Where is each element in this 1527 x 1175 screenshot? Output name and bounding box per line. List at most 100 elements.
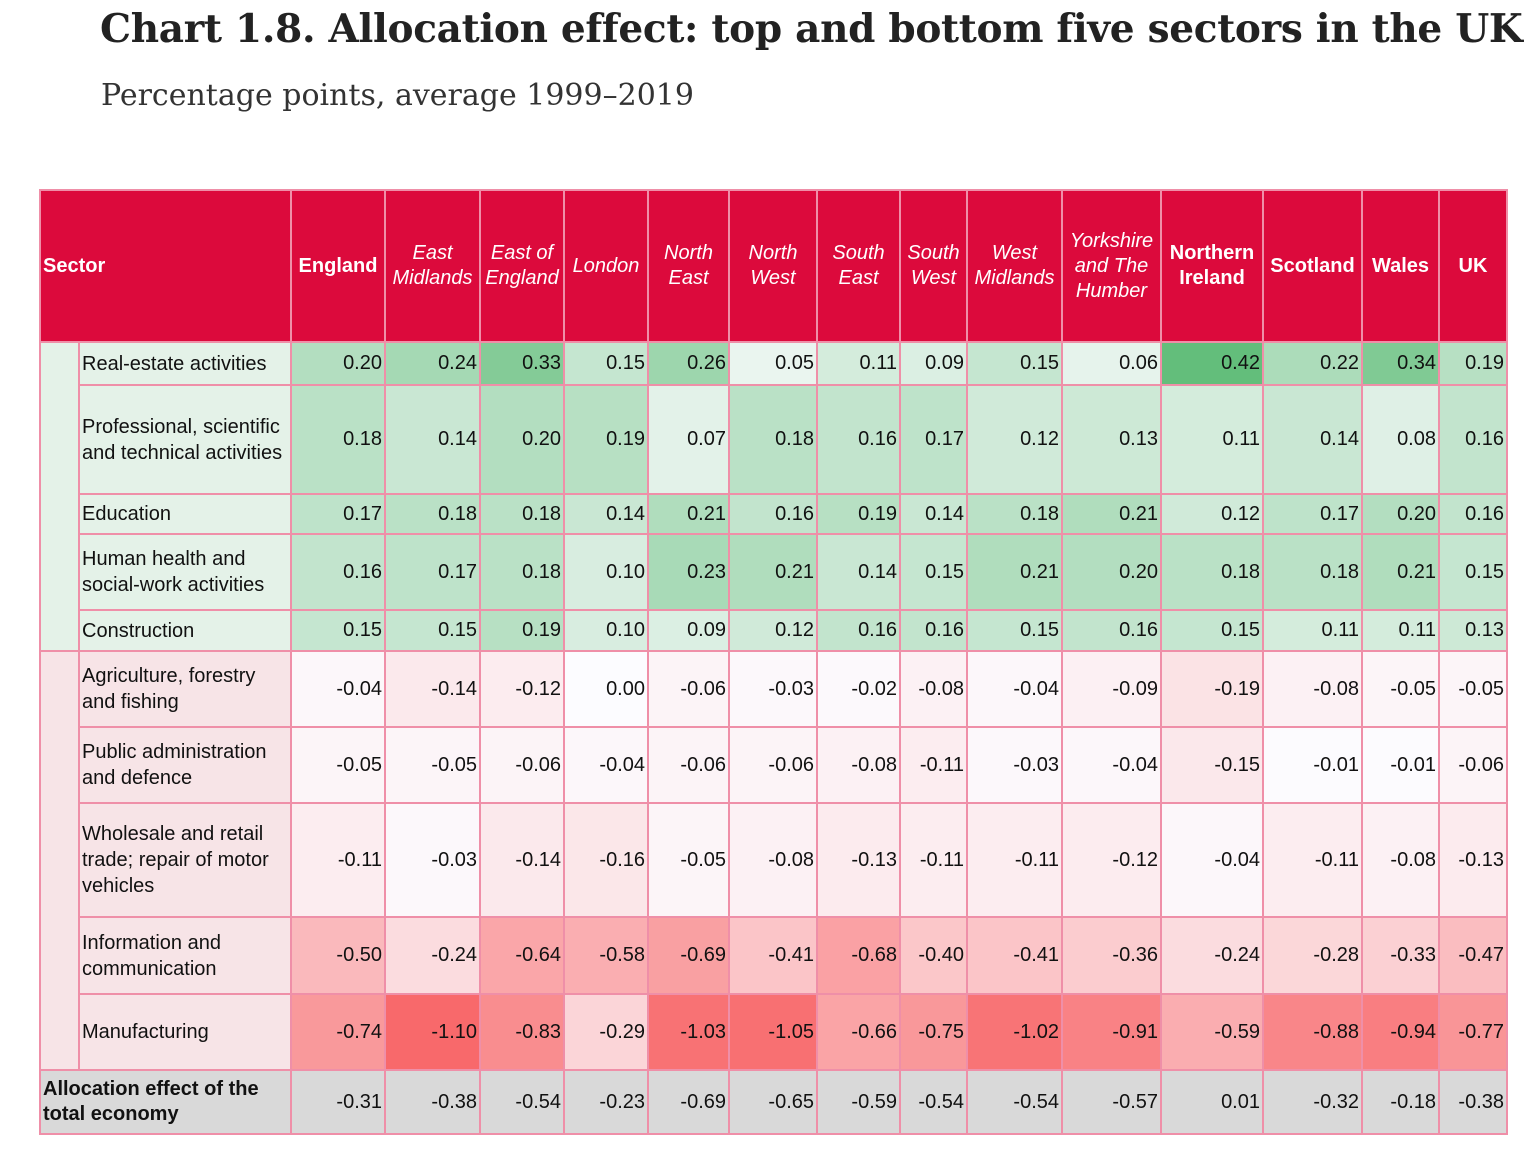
heatmap-cell: 0.06 bbox=[1061, 341, 1162, 386]
total-cell: -0.57 bbox=[1061, 1069, 1162, 1135]
heatmap-cell: -0.04 bbox=[1061, 726, 1162, 804]
sector-label: Manufacturing bbox=[78, 993, 292, 1071]
total-cell: -0.54 bbox=[479, 1069, 565, 1135]
heatmap-cell: 0.21 bbox=[1061, 493, 1162, 535]
heatmap-cell: -0.74 bbox=[290, 993, 386, 1071]
heatmap-cell: 0.12 bbox=[966, 384, 1063, 495]
heatmap-cell: 0.00 bbox=[563, 650, 649, 728]
heatmap-cell: -0.11 bbox=[290, 802, 386, 918]
heatmap-cell: -0.41 bbox=[966, 916, 1063, 995]
heatmap-cell: 0.12 bbox=[728, 609, 818, 652]
heatmap-cell: 0.33 bbox=[479, 341, 565, 386]
heatmap-cell: 0.09 bbox=[647, 609, 730, 652]
heatmap-cell: -0.13 bbox=[1438, 802, 1508, 918]
total-cell: -0.38 bbox=[1438, 1069, 1508, 1135]
heatmap-cell: -0.41 bbox=[728, 916, 818, 995]
heatmap-cell: 0.23 bbox=[647, 533, 730, 611]
heatmap-cell: 0.15 bbox=[966, 341, 1063, 386]
heatmap-cell: -0.68 bbox=[816, 916, 901, 995]
heatmap-cell: 0.08 bbox=[1361, 384, 1440, 495]
heatmap-cell: 0.18 bbox=[1160, 533, 1264, 611]
heatmap-cell: -0.03 bbox=[384, 802, 481, 918]
heatmap-cell: 0.17 bbox=[899, 384, 968, 495]
heatmap-cell: 0.16 bbox=[728, 493, 818, 535]
heatmap-cell: 0.15 bbox=[1160, 609, 1264, 652]
heatmap-cell: -0.01 bbox=[1262, 726, 1363, 804]
column-header: North East bbox=[647, 189, 730, 343]
total-cell: -0.18 bbox=[1361, 1069, 1440, 1135]
heatmap-cell: 0.18 bbox=[479, 533, 565, 611]
heatmap-cell: -0.40 bbox=[899, 916, 968, 995]
heatmap-cell: -1.03 bbox=[647, 993, 730, 1071]
column-header: South West bbox=[899, 189, 968, 343]
total-cell: -0.54 bbox=[966, 1069, 1063, 1135]
total-cell: -0.59 bbox=[816, 1069, 901, 1135]
table-row: Wholesale and retail trade; repair of mo… bbox=[40, 802, 1508, 918]
column-header: West Midlands bbox=[966, 189, 1063, 343]
column-header: England bbox=[290, 189, 386, 343]
heatmap-cell: 0.16 bbox=[816, 384, 901, 495]
column-header: North West bbox=[728, 189, 818, 343]
table-row: Bottom five sectorsAgriculture, forestry… bbox=[39, 650, 1508, 1071]
heatmap-cell: 0.14 bbox=[563, 493, 649, 535]
total-cell: -0.54 bbox=[899, 1069, 968, 1135]
heatmap-cell: -0.06 bbox=[647, 726, 730, 804]
heatmap-cell: 0.11 bbox=[1262, 609, 1363, 652]
heatmap-cell: -0.05 bbox=[290, 726, 386, 804]
heatmap-cell: -0.59 bbox=[1160, 993, 1264, 1071]
heatmap-cell: 0.20 bbox=[1061, 533, 1162, 611]
chart-subtitle: Percentage points, average 1999–2019 bbox=[101, 78, 694, 113]
heatmap-cell: -0.11 bbox=[1262, 802, 1363, 918]
heatmap-cell: -0.50 bbox=[290, 916, 386, 995]
total-label: Allocation effect of the total economy bbox=[39, 1069, 292, 1135]
column-header: Wales bbox=[1361, 189, 1440, 343]
group-label-bottom: Bottom five sectors bbox=[39, 650, 80, 1071]
heatmap-cell: 0.15 bbox=[1438, 533, 1508, 611]
heatmap-cell: -0.13 bbox=[816, 802, 901, 918]
heatmap-cell: -0.04 bbox=[290, 650, 386, 728]
heatmap-cell: -0.08 bbox=[1262, 650, 1363, 728]
heatmap-cell: 0.10 bbox=[563, 609, 649, 652]
heatmap-cell: 0.26 bbox=[647, 341, 730, 386]
column-header: East of England bbox=[479, 189, 565, 343]
heatmap-cell: 0.16 bbox=[816, 609, 901, 652]
total-cell: -0.23 bbox=[563, 1069, 649, 1135]
heatmap-cell: 0.17 bbox=[290, 493, 386, 535]
column-header: Northern Ireland bbox=[1160, 189, 1264, 343]
heatmap-cell: 0.19 bbox=[479, 609, 565, 652]
heatmap-cell: 0.16 bbox=[1438, 384, 1508, 495]
sector-label: Agriculture, forestry and fishing bbox=[78, 650, 292, 728]
heatmap-cell: 0.21 bbox=[1361, 533, 1440, 611]
heatmap-cell: -0.69 bbox=[647, 916, 730, 995]
heatmap-cell: -0.47 bbox=[1438, 916, 1508, 995]
heatmap-cell: 0.19 bbox=[563, 384, 649, 495]
heatmap-cell: 0.07 bbox=[647, 384, 730, 495]
allocation-effect-heatmap-table: Sector England East Midlands East of Engla… bbox=[39, 189, 1508, 1135]
heatmap-cell: -1.05 bbox=[728, 993, 818, 1071]
heatmap-cell: 0.18 bbox=[479, 493, 565, 535]
heatmap-cell: 0.20 bbox=[1361, 493, 1440, 535]
heatmap-cell: -0.08 bbox=[899, 650, 968, 728]
total-cell: -0.65 bbox=[728, 1069, 818, 1135]
heatmap-cell: 0.15 bbox=[899, 533, 968, 611]
heatmap-cell: -0.05 bbox=[384, 726, 481, 804]
heatmap-cell: -0.06 bbox=[1438, 726, 1508, 804]
table-row: Public administration and defence -0.05 -0… bbox=[40, 726, 1508, 804]
group-label-top: Top five sectors bbox=[39, 341, 80, 652]
heatmap-cell: 0.15 bbox=[966, 609, 1063, 652]
heatmap-cell: -0.03 bbox=[728, 650, 818, 728]
sector-label: Wholesale and retail trade; repair of mo… bbox=[78, 802, 292, 918]
heatmap-cell: 0.42 bbox=[1160, 341, 1264, 386]
heatmap-cell: -0.33 bbox=[1361, 916, 1440, 995]
heatmap-cell: -0.94 bbox=[1361, 993, 1440, 1071]
heatmap-cell: 0.21 bbox=[728, 533, 818, 611]
heatmap-cell: 0.17 bbox=[384, 533, 481, 611]
total-cell: -0.32 bbox=[1262, 1069, 1363, 1135]
heatmap-cell: 0.14 bbox=[1262, 384, 1363, 495]
heatmap-cell: -0.88 bbox=[1262, 993, 1363, 1071]
sector-label: Professional, scientific and technical a… bbox=[78, 384, 292, 495]
heatmap-cell: -0.11 bbox=[899, 726, 968, 804]
heatmap-cell: 0.19 bbox=[1438, 341, 1508, 386]
table-row: Construction 0.15 0.15 0.19 0.10 0.09 0.12 0.16… bbox=[40, 609, 1508, 652]
heatmap-cell: 0.20 bbox=[290, 341, 386, 386]
